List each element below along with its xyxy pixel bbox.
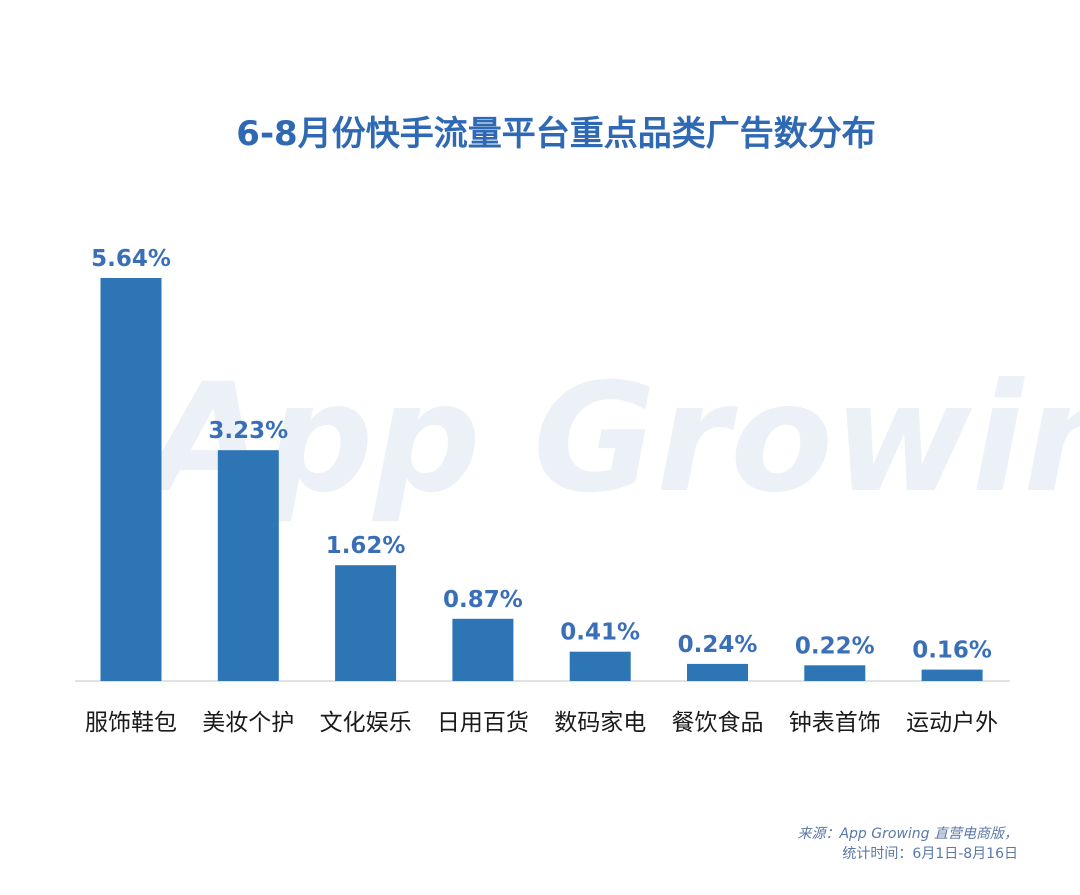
bar-7 bbox=[921, 669, 983, 681]
bar-6 bbox=[804, 665, 866, 681]
category-label-1: 美妆个护 bbox=[202, 710, 294, 736]
category-label-3: 日用百货 bbox=[437, 710, 529, 736]
bar-4 bbox=[569, 651, 631, 681]
value-label-0: 5.64% bbox=[91, 246, 171, 272]
category-label-4: 数码家电 bbox=[554, 710, 646, 736]
category-label-5: 餐饮食品 bbox=[672, 710, 764, 736]
chart-title: 6-8月份快手流量平台重点品类广告数分布 bbox=[236, 114, 875, 154]
value-label-1: 3.23% bbox=[208, 418, 288, 444]
source-date-range: 统计时间：6月1日-8月16日 bbox=[842, 846, 1018, 862]
value-labels-group: 5.64% 3.23% 1.62% 0.87% 0.41% 0.24% 0.22% 0.16% bbox=[91, 246, 992, 664]
value-label-4: 0.41% bbox=[560, 620, 640, 646]
value-label-3: 0.87% bbox=[443, 587, 523, 613]
bar-5 bbox=[687, 663, 748, 681]
value-label-6: 0.22% bbox=[795, 633, 875, 659]
value-label-7: 0.16% bbox=[912, 638, 992, 664]
category-label-7: 运动户外 bbox=[906, 710, 998, 736]
bar-1 bbox=[217, 450, 279, 681]
category-label-0: 服饰鞋包 bbox=[85, 710, 177, 736]
category-label-6: 钟表首饰 bbox=[789, 710, 881, 736]
category-labels-group: 服饰鞋包 美妆个护 文化娱乐 日用百货 数码家电 餐饮食品 钟表首饰 运动户外 bbox=[85, 710, 998, 736]
bar-2 bbox=[335, 565, 397, 681]
bar-3 bbox=[452, 618, 514, 681]
bar-0 bbox=[100, 278, 162, 681]
bars-group bbox=[100, 278, 983, 681]
watermark: App Growing bbox=[140, 352, 1080, 526]
source-note: 来源：App Growing 直营电商版， bbox=[797, 826, 1018, 842]
value-label-2: 1.62% bbox=[326, 533, 406, 559]
value-label-5: 0.24% bbox=[678, 632, 758, 658]
category-label-2: 文化娱乐 bbox=[320, 710, 412, 736]
